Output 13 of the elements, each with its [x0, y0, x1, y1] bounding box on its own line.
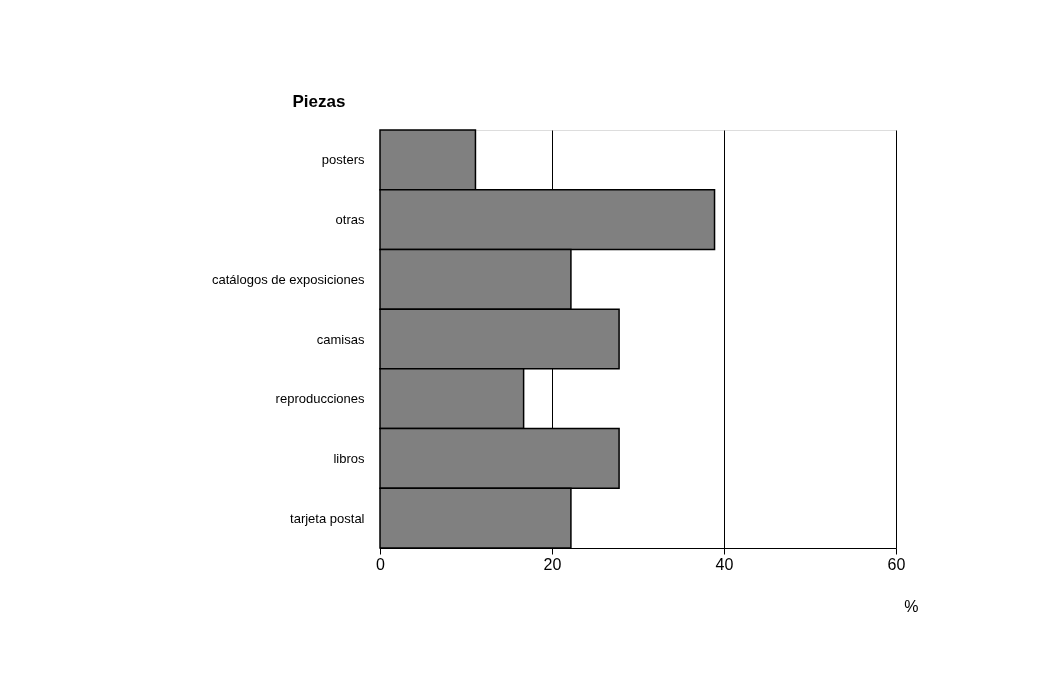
y-tick-label: libros	[333, 450, 365, 466]
x-tick-label: 0	[376, 555, 386, 573]
y-tick-label: reproducciones	[275, 391, 365, 407]
x-axis-title: %	[904, 597, 919, 615]
y-tick-label: posters	[321, 152, 365, 168]
x-tick-label: 40	[715, 555, 734, 573]
y-tick-label: camisas	[316, 331, 365, 347]
x-tick-label: 20	[543, 555, 562, 573]
y-tick-label: otras	[335, 212, 365, 228]
y-axis-title: Piezas	[292, 91, 346, 111]
y-tick-label: tarjeta postal	[290, 510, 365, 526]
y-tick-label: catálogos de exposiciones	[212, 271, 365, 287]
x-tick-label: 60	[887, 555, 906, 573]
